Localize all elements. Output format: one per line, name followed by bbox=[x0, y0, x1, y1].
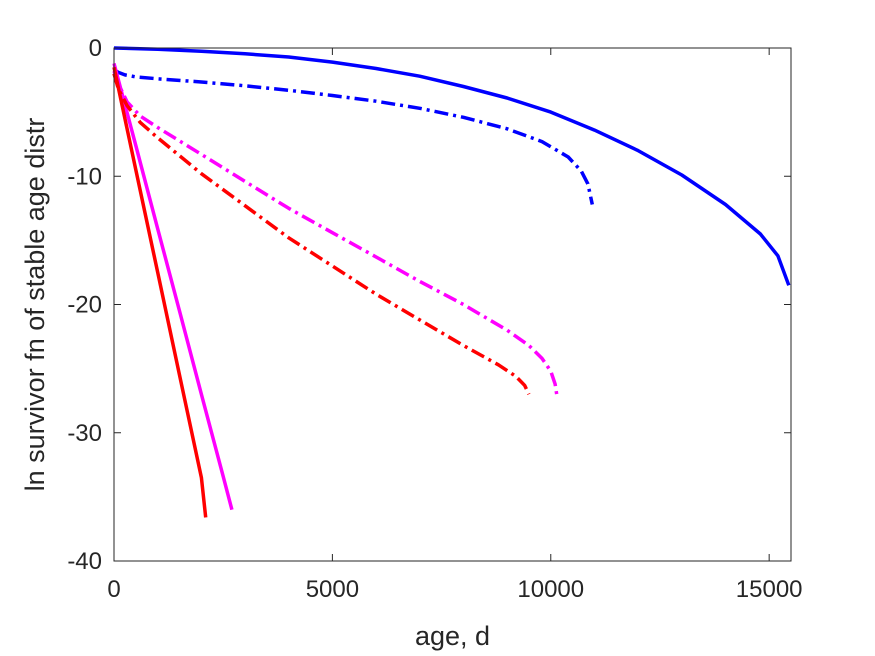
y-axis-title: ln survivor fn of stable age distr bbox=[20, 118, 50, 492]
plot-lines bbox=[112, 46, 791, 518]
x-tick-label: 10000 bbox=[517, 576, 584, 603]
x-tick-label: 0 bbox=[107, 576, 120, 603]
series-line-5 bbox=[112, 66, 208, 518]
series-line-3 bbox=[112, 62, 234, 511]
axes-box bbox=[113, 47, 792, 562]
series-line-2 bbox=[113, 68, 595, 205]
x-axis-title: age, d bbox=[415, 621, 490, 651]
y-tick-label: -20 bbox=[67, 292, 102, 319]
x-ticks: 0 5000 10000 15000 bbox=[107, 48, 803, 603]
x-tick-label: 5000 bbox=[306, 576, 359, 603]
y-tick-label: 0 bbox=[89, 35, 102, 62]
y-ticks: 0 -10 -20 -30 -40 bbox=[67, 35, 791, 575]
x-tick-label: 15000 bbox=[736, 576, 803, 603]
y-tick-label: -10 bbox=[67, 163, 102, 190]
y-tick-label: -40 bbox=[67, 548, 102, 575]
series-line-6 bbox=[112, 73, 531, 396]
series-line-1 bbox=[113, 46, 791, 286]
series-line-4 bbox=[112, 70, 560, 399]
y-tick-label: -30 bbox=[67, 420, 102, 447]
axes bbox=[113, 47, 792, 562]
